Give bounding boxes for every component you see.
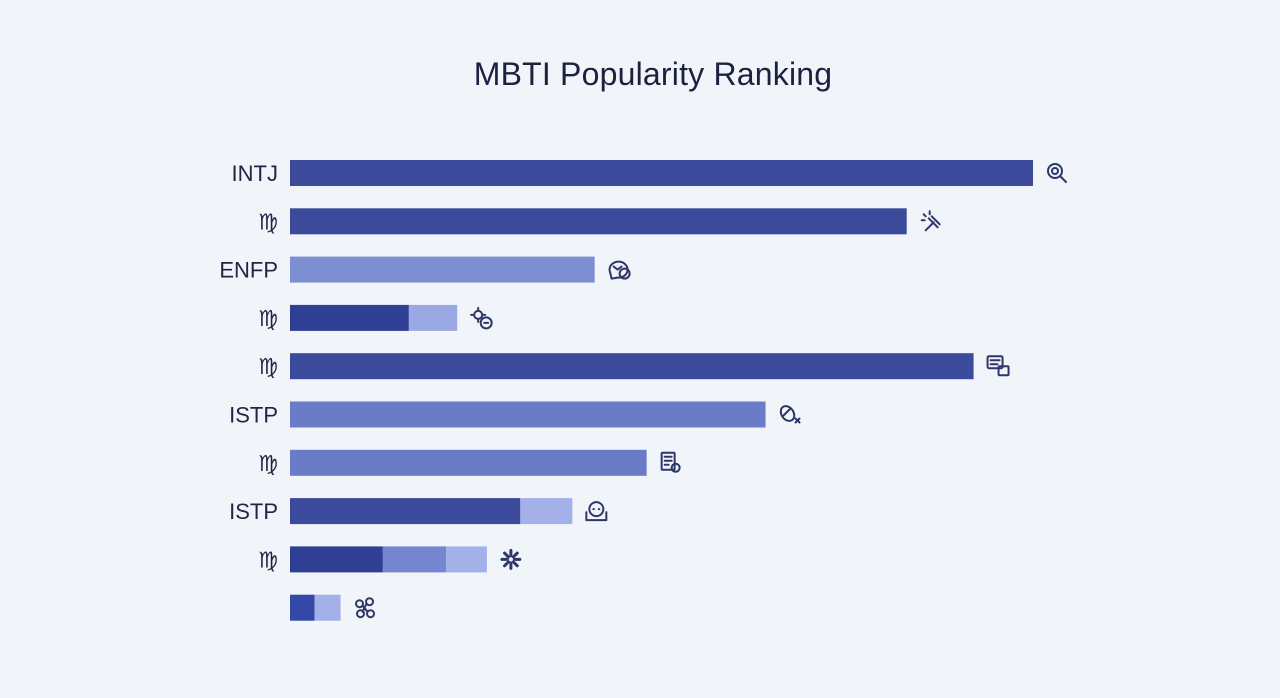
bar-segment: [290, 208, 907, 235]
row-label: ENFP: [219, 258, 278, 283]
satellite-x-icon: [779, 405, 801, 424]
bar-segment: [382, 546, 447, 573]
row-label: ♍: [258, 306, 278, 331]
hand-sparkle-icon: [920, 210, 941, 232]
chart-title: MBTI Popularity Ranking: [473, 56, 833, 92]
bar-segment: [290, 498, 521, 525]
message-box-icon: [986, 355, 1010, 377]
bar-segment: [290, 546, 383, 573]
bar-segment: [290, 353, 974, 380]
bar-segment: [314, 594, 341, 621]
row-label: INTJ: [232, 161, 278, 186]
bar-segment: [290, 160, 1033, 186]
bar-segment: [290, 449, 647, 476]
row-label: ISTP: [229, 499, 278, 524]
chat-bubbles-icon: [608, 260, 631, 280]
bar-segment: [290, 304, 409, 331]
face-tray-icon: [585, 501, 608, 522]
molecule-icon: [355, 597, 376, 619]
row-label: ♍: [258, 209, 278, 234]
bar-segment: [290, 401, 766, 428]
spinner-icon: [500, 548, 522, 570]
bar-segment: [290, 594, 315, 621]
row-label: ♍: [258, 354, 278, 379]
gear-chat-icon: [470, 306, 493, 330]
row-label: ♍: [258, 547, 278, 572]
document-badge-icon: [660, 451, 681, 473]
bar-segment: [290, 256, 595, 283]
bar-segment: [408, 304, 458, 331]
bar-segment: [520, 498, 573, 525]
bar-segment: [446, 546, 487, 573]
row-label: ISTP: [229, 403, 278, 428]
magnifier-icon: [1047, 163, 1067, 183]
row-label: ♍: [258, 451, 278, 476]
